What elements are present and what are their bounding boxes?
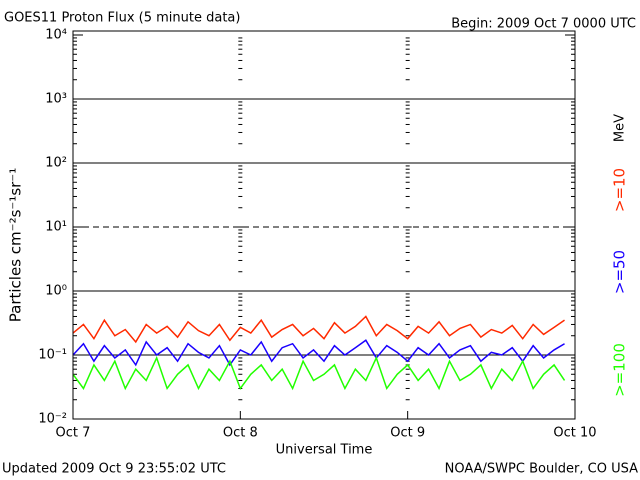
y-tick-label: 10⁰ [45, 284, 67, 299]
series-line [72, 339, 565, 367]
y-tick-label: 10¹ [45, 220, 67, 235]
chart-title: GOES11 Proton Flux (5 minute data) [4, 11, 240, 26]
legend-label: >=100 [611, 343, 629, 397]
y-tick-label: 10⁻² [38, 412, 67, 427]
y-axis-label: Particles cm⁻²s⁻¹sr⁻¹ [7, 168, 25, 322]
footer-left: Updated 2009 Oct 9 23:55:02 UTC [2, 462, 226, 477]
series-line [72, 355, 566, 391]
footer-right: NOAA/SWPC Boulder, CO USA [445, 462, 638, 477]
chart-subtitle: Begin: 2009 Oct 7 0000 UTC [451, 17, 636, 32]
series-line [72, 315, 565, 344]
x-tick-label: Oct 7 [56, 426, 91, 441]
x-axis-label: Universal Time [276, 443, 373, 458]
plot-frame [72, 30, 576, 420]
y-tick-label: 10⁻¹ [38, 348, 67, 363]
legend-label: >=10 [611, 168, 629, 212]
x-tick-label: Oct 9 [390, 426, 425, 441]
y-tick-label: 10⁴ [45, 28, 67, 43]
unit-label: MeV [613, 114, 628, 142]
y-tick-label: 10² [45, 156, 67, 171]
y-tick-label: 10³ [45, 92, 67, 107]
legend-label: >=50 [611, 250, 629, 294]
x-tick-label: Oct 8 [223, 426, 258, 441]
x-tick-label: Oct 10 [553, 426, 596, 441]
